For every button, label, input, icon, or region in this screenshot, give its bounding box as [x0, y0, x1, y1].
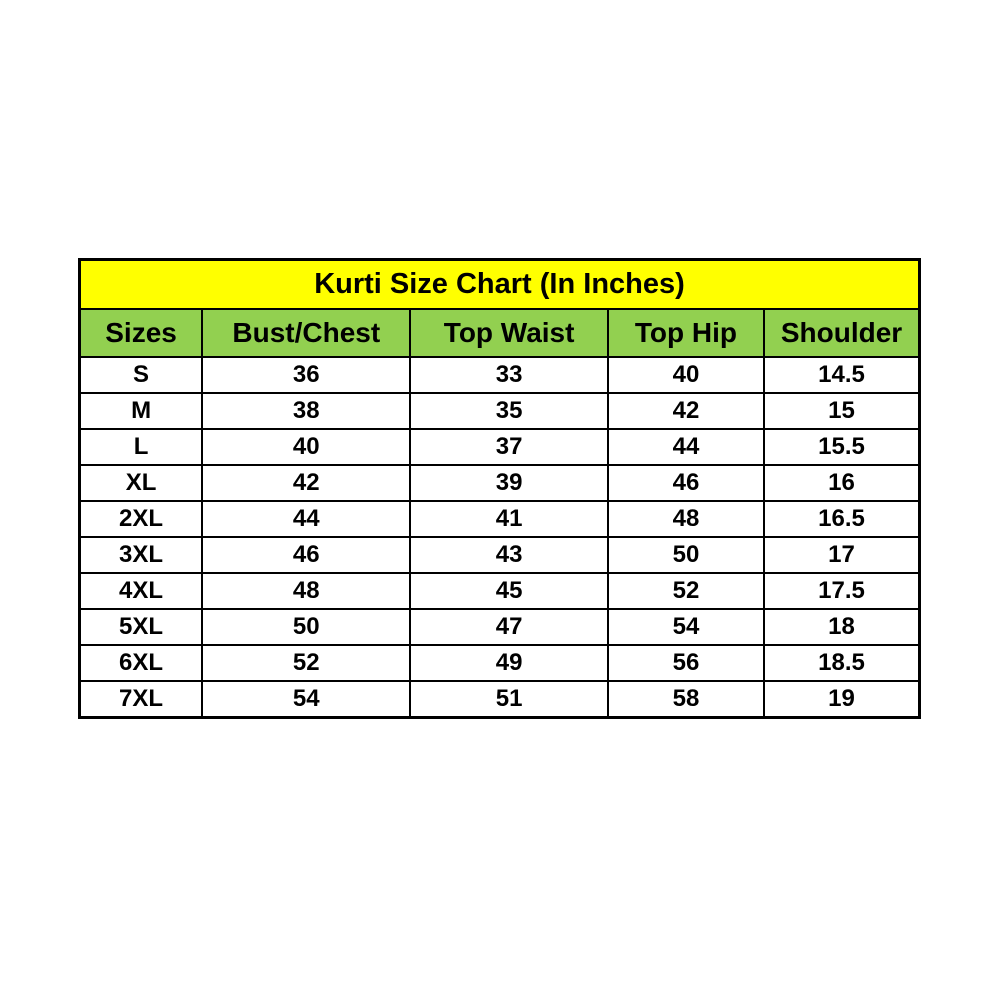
cell-hip: 58	[606, 680, 766, 719]
cell-waist: 37	[409, 428, 609, 466]
cell-shoulder: 16.5	[763, 500, 921, 538]
cell-hip: 48	[606, 500, 766, 538]
size-chart-table: Kurti Size Chart (In Inches) Sizes Bust/…	[78, 258, 921, 719]
table-row-7xl: 7XL 54 51 58 19	[78, 680, 921, 719]
table-header-row: Sizes Bust/Chest Top Waist Top Hip Shoul…	[78, 308, 921, 358]
cell-shoulder: 15.5	[763, 428, 921, 466]
column-header-bust-chest: Bust/Chest	[201, 308, 412, 358]
table-row-5xl: 5XL 50 47 54 18	[78, 608, 921, 646]
cell-size: L	[78, 428, 204, 466]
chart-title: Kurti Size Chart (In Inches)	[78, 258, 921, 310]
cell-hip: 50	[606, 536, 766, 574]
table-row-s: S 36 33 40 14.5	[78, 356, 921, 394]
cell-waist: 49	[409, 644, 609, 682]
table-row-4xl: 4XL 48 45 52 17.5	[78, 572, 921, 610]
cell-size: M	[78, 392, 204, 430]
cell-bust: 40	[201, 428, 412, 466]
cell-waist: 33	[409, 356, 609, 394]
cell-shoulder: 15	[763, 392, 921, 430]
cell-size: 3XL	[78, 536, 204, 574]
column-header-top-waist: Top Waist	[409, 308, 609, 358]
cell-waist: 35	[409, 392, 609, 430]
table-row-2xl: 2XL 44 41 48 16.5	[78, 500, 921, 538]
column-header-sizes: Sizes	[78, 308, 204, 358]
cell-bust: 42	[201, 464, 412, 502]
cell-bust: 36	[201, 356, 412, 394]
cell-hip: 56	[606, 644, 766, 682]
cell-shoulder: 14.5	[763, 356, 921, 394]
column-header-shoulder: Shoulder	[763, 308, 921, 358]
cell-bust: 52	[201, 644, 412, 682]
cell-waist: 39	[409, 464, 609, 502]
cell-size: 6XL	[78, 644, 204, 682]
cell-hip: 40	[606, 356, 766, 394]
cell-hip: 46	[606, 464, 766, 502]
cell-waist: 43	[409, 536, 609, 574]
table-row-xl: XL 42 39 46 16	[78, 464, 921, 502]
table-row-3xl: 3XL 46 43 50 17	[78, 536, 921, 574]
cell-size: 2XL	[78, 500, 204, 538]
cell-size: 4XL	[78, 572, 204, 610]
cell-shoulder: 17	[763, 536, 921, 574]
column-header-top-hip: Top Hip	[606, 308, 766, 358]
cell-waist: 51	[409, 680, 609, 719]
cell-waist: 41	[409, 500, 609, 538]
cell-bust: 50	[201, 608, 412, 646]
table-title-row: Kurti Size Chart (In Inches)	[78, 258, 921, 310]
cell-shoulder: 19	[763, 680, 921, 719]
table-row-m: M 38 35 42 15	[78, 392, 921, 430]
cell-bust: 54	[201, 680, 412, 719]
cell-hip: 52	[606, 572, 766, 610]
cell-waist: 47	[409, 608, 609, 646]
cell-shoulder: 17.5	[763, 572, 921, 610]
cell-size: S	[78, 356, 204, 394]
table-row-6xl: 6XL 52 49 56 18.5	[78, 644, 921, 682]
cell-bust: 46	[201, 536, 412, 574]
cell-shoulder: 18.5	[763, 644, 921, 682]
table-row-l: L 40 37 44 15.5	[78, 428, 921, 466]
cell-bust: 44	[201, 500, 412, 538]
cell-size: 5XL	[78, 608, 204, 646]
cell-hip: 54	[606, 608, 766, 646]
cell-size: 7XL	[78, 680, 204, 719]
cell-size: XL	[78, 464, 204, 502]
cell-hip: 44	[606, 428, 766, 466]
cell-bust: 48	[201, 572, 412, 610]
cell-shoulder: 16	[763, 464, 921, 502]
cell-shoulder: 18	[763, 608, 921, 646]
cell-waist: 45	[409, 572, 609, 610]
cell-bust: 38	[201, 392, 412, 430]
cell-hip: 42	[606, 392, 766, 430]
